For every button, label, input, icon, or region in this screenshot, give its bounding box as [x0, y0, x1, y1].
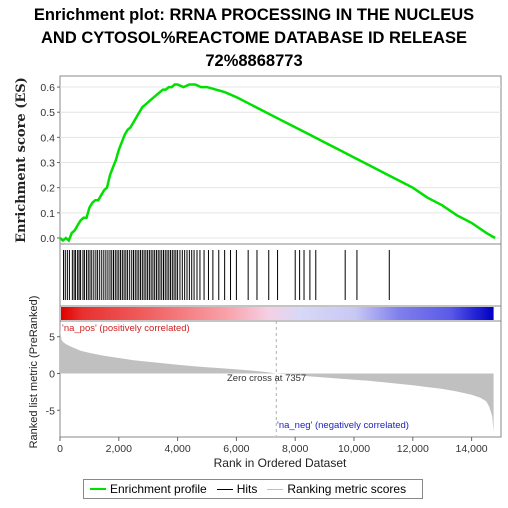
legend-enrichment-label: Enrichment profile — [110, 482, 207, 496]
legend-ranking-label: Ranking metric scores — [287, 482, 407, 496]
x-tick-label: 10,000 — [338, 443, 370, 455]
legend: Enrichment profile Hits Ranking metric s… — [83, 479, 423, 499]
enrichment-profile-line — [59, 83, 496, 243]
x-tick-label: 4,000 — [164, 443, 190, 455]
x-tick-label: 6,000 — [223, 443, 249, 455]
es-tick-label: 0.2 — [40, 183, 55, 195]
rank-tick-label: -5 — [46, 405, 55, 417]
legend-ranking-swatch — [267, 488, 284, 490]
chart-title: Enrichment plot: RRNA PROCESSING IN THE … — [0, 4, 508, 73]
zero-cross-label: Zero cross at 7357 — [227, 373, 306, 384]
x-tick-label: 12,000 — [397, 443, 429, 455]
enrichment-panel — [59, 75, 502, 245]
rank-color-bar — [61, 307, 494, 320]
legend-enrichment-swatch — [90, 488, 106, 490]
legend-hits-label: Hits — [236, 482, 258, 496]
x-tick-label: 2,000 — [106, 443, 132, 455]
es-tick-label: 0.3 — [40, 158, 55, 170]
title-line-1: Enrichment plot: RRNA PROCESSING IN THE … — [33, 6, 475, 24]
title-line-2: AND CYTOSOL%REACTOME DATABASE ID RELEASE — [41, 29, 467, 47]
x-axis-ticks: 0 2,000 4,000 6,000 8,000 10,000 12,000 14,000 — [57, 437, 488, 455]
enrichment-y-axis-label: Enrichment score (ES) — [14, 77, 29, 243]
es-tick-label: 0.4 — [40, 132, 55, 144]
x-axis-label: Rank in Ordered Dataset — [214, 456, 347, 470]
ranking-y-ticks: 5 0 -5 — [46, 332, 60, 417]
es-tick-label: 0.1 — [40, 208, 55, 220]
legend-item-enrichment: Enrichment profile — [90, 482, 207, 496]
x-tick-label: 0 — [57, 443, 63, 455]
enrichment-gridlines — [60, 86, 501, 239]
rank-tick-label: 5 — [49, 332, 55, 344]
rank-tick-label: 0 — [49, 368, 55, 380]
x-tick-label: 8,000 — [282, 443, 308, 455]
hit-marks — [63, 250, 390, 300]
enrichment-y-ticks: 0.0 0.1 0.2 0.3 0.4 0.5 0.6 — [40, 82, 60, 245]
es-tick-label: 0.5 — [40, 107, 55, 119]
es-tick-label: 0.0 — [40, 233, 55, 245]
x-tick-label: 14,000 — [456, 443, 488, 455]
legend-item-hits: Hits — [216, 482, 258, 496]
neg-correlated-label: 'na_neg' (negatively correlated) — [277, 420, 409, 431]
legend-hits-swatch — [216, 488, 233, 490]
es-tick-label: 0.6 — [40, 82, 55, 94]
pos-correlated-label: 'na_pos' (positively correlated) — [62, 323, 190, 334]
ranking-y-axis-label: Ranked list metric (PreRanked) — [28, 296, 40, 449]
ranking-metric-area — [60, 329, 494, 433]
title-line-3: 72%8868773 — [205, 52, 303, 70]
legend-item-ranking: Ranking metric scores — [267, 482, 406, 496]
